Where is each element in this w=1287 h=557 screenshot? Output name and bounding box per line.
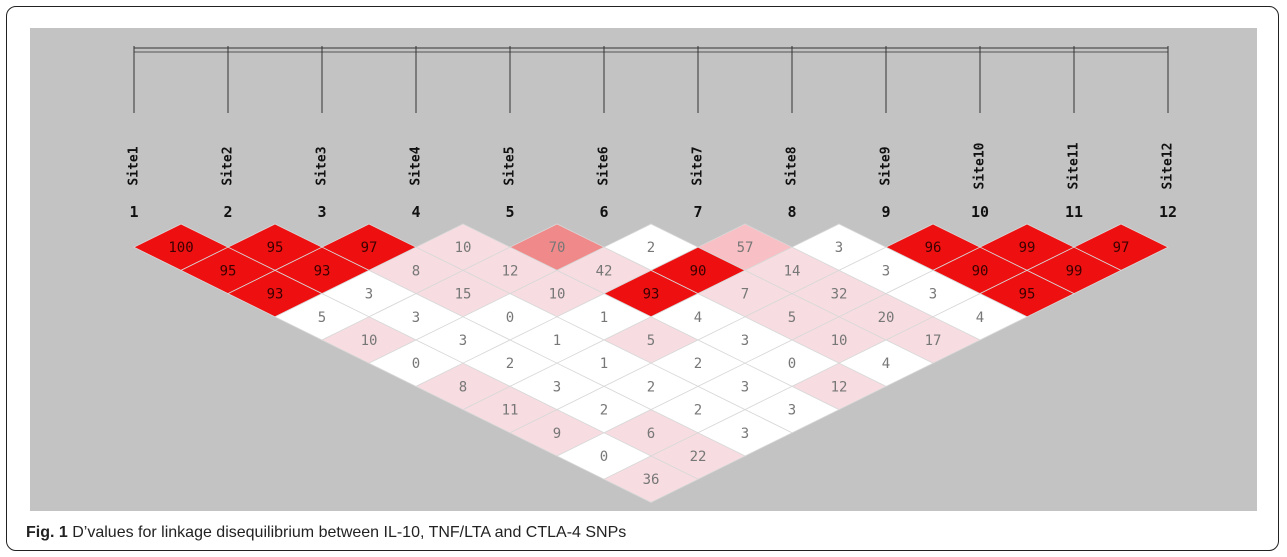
ld-cell <box>603 455 699 503</box>
site-number: 8 <box>787 203 796 221</box>
site-number: 2 <box>223 203 232 221</box>
ld-value-label: 4 <box>694 310 702 326</box>
site-number: 7 <box>693 203 702 221</box>
ld-value-label: 2 <box>600 403 608 419</box>
ld-value-label: 10 <box>361 333 378 349</box>
site-number: 1 <box>129 203 138 221</box>
site-label: Site5 <box>503 146 518 185</box>
site-label: Site1 <box>127 146 142 185</box>
ld-value-label: 97 <box>361 240 378 256</box>
ld-value-label: 95 <box>267 240 284 256</box>
ld-value-label: 2 <box>647 379 655 395</box>
ld-value-label: 97 <box>1113 240 1130 256</box>
ld-value-label: 10 <box>455 240 472 256</box>
ld-value-label: 4 <box>976 310 984 326</box>
site-number: 9 <box>881 203 890 221</box>
ld-value-label: 8 <box>459 379 467 395</box>
ld-value-label: 0 <box>788 356 796 372</box>
ld-value-label: 99 <box>1019 240 1036 256</box>
ld-value-label: 3 <box>788 403 796 419</box>
ld-value-label: 1 <box>553 333 561 349</box>
ld-value-label: 14 <box>784 263 801 279</box>
ld-value-label: 0 <box>600 449 608 465</box>
ld-value-label: 95 <box>1019 287 1036 303</box>
ld-value-label: 0 <box>412 356 420 372</box>
site-label: Site3 <box>315 146 330 185</box>
site-label: Site8 <box>785 146 800 185</box>
ld-value-label: 100 <box>168 240 193 256</box>
ld-value-label: 7 <box>741 287 749 303</box>
ld-value-label: 5 <box>318 310 326 326</box>
site-label: Site11 <box>1067 142 1082 189</box>
ld-value-label: 70 <box>549 240 566 256</box>
site-number: 3 <box>317 203 326 221</box>
ld-value-label: 3 <box>741 333 749 349</box>
ld-value-label: 93 <box>643 287 660 303</box>
ld-value-label: 0 <box>506 310 514 326</box>
ld-value-label: 1 <box>600 310 608 326</box>
figure-label: Fig. 1 <box>26 524 68 541</box>
ld-value-label: 15 <box>455 287 472 303</box>
ld-value-label: 3 <box>741 426 749 442</box>
ld-value-label: 10 <box>549 287 566 303</box>
ld-value-label: 8 <box>412 263 420 279</box>
ld-value-label: 36 <box>643 472 660 488</box>
ld-value-label: 42 <box>596 263 613 279</box>
site-label: Site2 <box>221 146 236 185</box>
ld-value-label: 3 <box>882 263 890 279</box>
ld-value-label: 95 <box>220 263 237 279</box>
ld-value-label: 2 <box>506 356 514 372</box>
site-number: 4 <box>411 203 420 221</box>
ld-value-label: 9 <box>553 426 561 442</box>
ld-value-label: 12 <box>502 263 519 279</box>
ld-value-label: 3 <box>459 333 467 349</box>
ld-value-label: 3 <box>412 310 420 326</box>
ld-value-label: 3 <box>365 287 373 303</box>
figure-frame <box>6 6 1279 551</box>
ld-value-label: 17 <box>925 333 942 349</box>
ld-value-label: 3 <box>741 379 749 395</box>
site-number: 12 <box>1159 203 1177 221</box>
ld-value-label: 3 <box>929 287 937 303</box>
ld-value-label: 90 <box>972 263 989 279</box>
ld-value-label: 2 <box>694 403 702 419</box>
site-label: Site7 <box>691 146 706 185</box>
site-number: 5 <box>505 203 514 221</box>
ld-value-label: 57 <box>737 240 754 256</box>
ld-value-label: 20 <box>878 310 895 326</box>
site-label: Site9 <box>879 146 894 185</box>
ld-value-label: 4 <box>882 356 890 372</box>
site-label: Site10 <box>973 142 988 189</box>
ld-value-label: 1 <box>600 356 608 372</box>
ld-value-label: 3 <box>835 240 843 256</box>
site-number: 6 <box>599 203 608 221</box>
site-label: Site6 <box>597 146 612 185</box>
ld-value-label: 2 <box>647 240 655 256</box>
ld-value-label: 93 <box>267 287 284 303</box>
ld-value-label: 32 <box>831 287 848 303</box>
ld-value-label: 5 <box>647 333 655 349</box>
ld-value-label: 96 <box>925 240 942 256</box>
ld-value-label: 93 <box>314 263 331 279</box>
ld-plot-panel: Site1 1 Site2 2 Site3 3 Site4 4 Site5 5 Site6 6 Site… <box>30 28 1257 511</box>
site-label: Site12 <box>1161 143 1176 190</box>
ld-value-label: 10 <box>831 333 848 349</box>
site-number: 11 <box>1065 203 1083 221</box>
ld-value-label: 22 <box>690 449 707 465</box>
ld-value-label: 6 <box>647 426 655 442</box>
ld-value-label: 99 <box>1066 263 1083 279</box>
ld-value-label: 5 <box>788 310 796 326</box>
ld-value-label: 3 <box>553 379 561 395</box>
figure-caption: Fig. 1 D’values for linkage disequilibri… <box>26 524 626 542</box>
site-label: Site4 <box>409 146 424 185</box>
ld-heatmap: Site11Site22Site33Site44Site55Site66Site… <box>127 46 1177 503</box>
figure-caption-text: D’values for linkage disequilibrium betw… <box>72 524 627 541</box>
ld-value-label: 12 <box>831 379 848 395</box>
site-number: 10 <box>971 203 989 221</box>
ld-value-label: 90 <box>690 263 707 279</box>
ld-value-label: 11 <box>502 403 519 419</box>
ld-value-label: 2 <box>694 356 702 372</box>
